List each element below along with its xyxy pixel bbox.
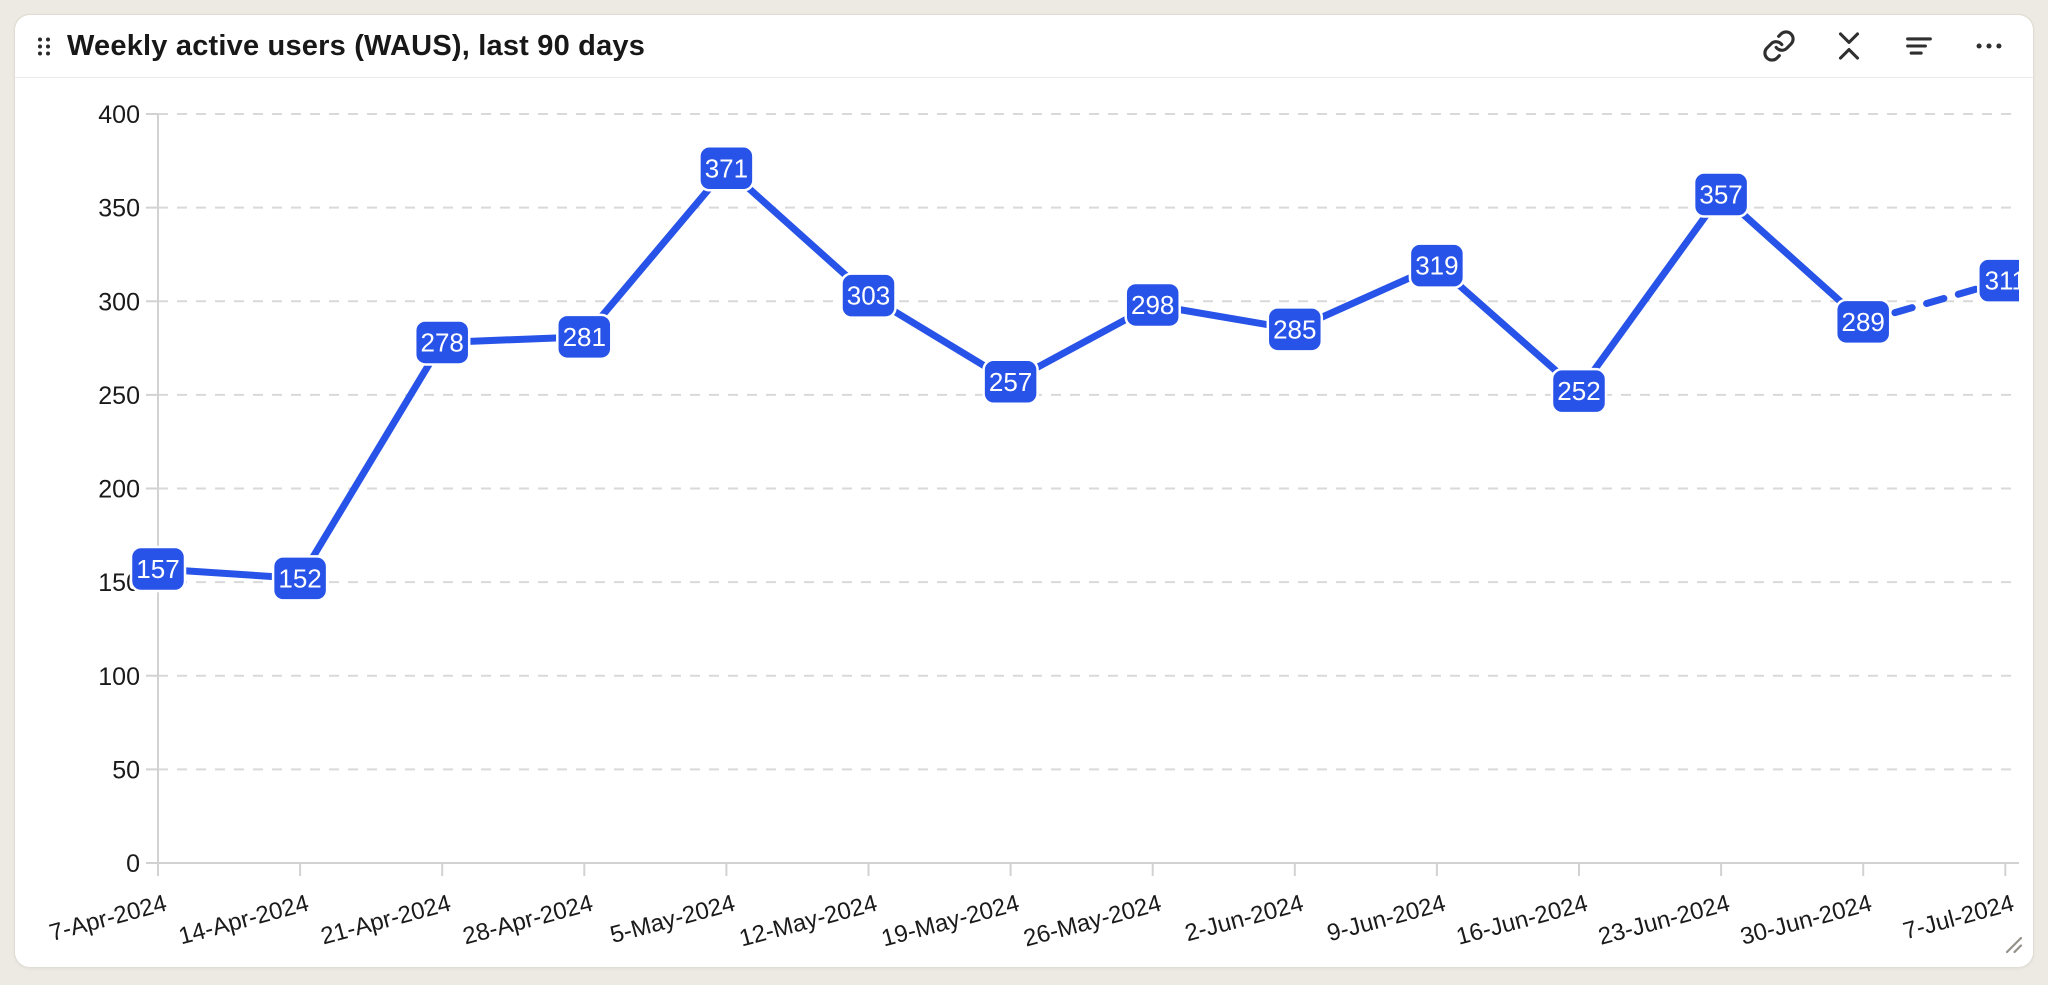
grid-lines [158, 113, 2019, 771]
svg-text:298: 298 [1131, 290, 1174, 320]
ellipsis-icon [1976, 43, 2002, 49]
filter-button[interactable] [1897, 24, 1941, 68]
svg-text:400: 400 [98, 101, 140, 129]
svg-text:50: 50 [112, 756, 140, 784]
card-header: Weekly active users (WAUS), last 90 days [15, 15, 2033, 78]
chain-link-icon [1763, 30, 1795, 62]
svg-text:319: 319 [1415, 251, 1458, 281]
svg-text:371: 371 [705, 153, 748, 183]
svg-text:303: 303 [847, 281, 890, 311]
chevrons-collapse-vertical-icon [1838, 32, 1860, 60]
point-labels: 157 152 278 281 371 303 257 298 285 319 252 357 289 3… [129, 145, 2019, 602]
svg-text:100: 100 [98, 663, 140, 691]
header-actions [1757, 24, 2013, 68]
svg-text:289: 289 [1842, 307, 1885, 337]
svg-text:300: 300 [98, 288, 140, 316]
svg-text:9-Jun-2024: 9-Jun-2024 [1324, 890, 1448, 948]
drag-handle-icon[interactable] [35, 35, 53, 58]
svg-text:278: 278 [421, 327, 464, 357]
svg-text:252: 252 [1557, 376, 1600, 406]
svg-text:357: 357 [1699, 180, 1742, 210]
svg-text:7-Jul-2024: 7-Jul-2024 [1900, 890, 2017, 945]
x-axis-labels: 7-Apr-2024 14-Apr-2024 21-Apr-2024 28-Apr-2… [47, 863, 2017, 952]
more-button[interactable] [1967, 24, 2011, 68]
svg-text:14-Apr-2024: 14-Apr-2024 [176, 890, 312, 951]
series-line [154, 164, 2009, 582]
svg-text:28-Apr-2024: 28-Apr-2024 [460, 890, 596, 951]
svg-text:30-Jun-2024: 30-Jun-2024 [1738, 890, 1875, 951]
svg-text:257: 257 [989, 367, 1032, 397]
svg-text:16-Jun-2024: 16-Jun-2024 [1453, 890, 1590, 951]
link-button[interactable] [1757, 24, 1801, 68]
svg-text:5-May-2024: 5-May-2024 [607, 890, 738, 949]
svg-text:200: 200 [98, 476, 140, 504]
svg-text:157: 157 [136, 554, 179, 584]
svg-text:350: 350 [98, 195, 140, 223]
svg-text:0: 0 [126, 850, 140, 878]
svg-text:281: 281 [563, 322, 606, 352]
chart-card: Weekly active users (WAUS), last 90 days [14, 14, 2034, 968]
svg-text:152: 152 [278, 563, 321, 593]
filter-lines-icon [1906, 37, 1932, 55]
collapse-button[interactable] [1827, 24, 1871, 68]
svg-text:2-Jun-2024: 2-Jun-2024 [1182, 890, 1306, 948]
svg-text:7-Apr-2024: 7-Apr-2024 [47, 890, 170, 947]
svg-text:21-Apr-2024: 21-Apr-2024 [318, 890, 454, 951]
svg-text:23-Jun-2024: 23-Jun-2024 [1595, 890, 1732, 951]
svg-text:311: 311 [1985, 266, 2019, 296]
svg-text:285: 285 [1273, 314, 1316, 344]
svg-text:19-May-2024: 19-May-2024 [879, 890, 1023, 953]
svg-text:250: 250 [98, 382, 140, 410]
svg-text:12-May-2024: 12-May-2024 [736, 890, 880, 953]
resize-grip-icon[interactable] [2003, 934, 2025, 961]
svg-text:26-May-2024: 26-May-2024 [1021, 890, 1165, 953]
card-title: Weekly active users (WAUS), last 90 days [67, 29, 646, 62]
